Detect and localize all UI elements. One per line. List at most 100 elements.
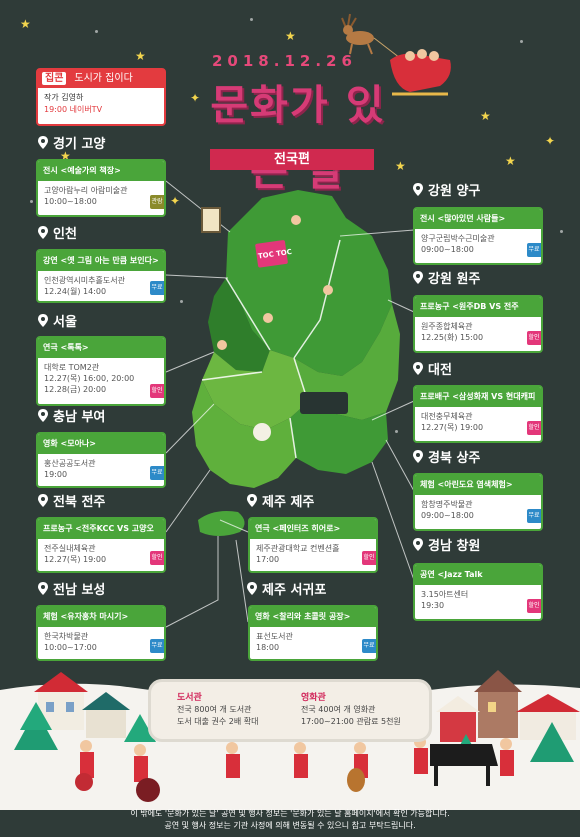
event-detail-line: 12.24(월) 14:00	[44, 287, 107, 296]
event-card[interactable]: 체험 <유자홍차 마시기> 한국차박물관 10:00~17:00 무료	[36, 605, 166, 661]
event-detail-line: 12.27(목) 19:00	[421, 423, 484, 432]
event-detail-line: 10:00~18:00	[44, 197, 97, 206]
event-detail-line: 09:00~18:00	[421, 245, 474, 254]
cinema-title: 영화관	[301, 693, 326, 703]
event-details: 홍산공공도서관 19:00 무료	[38, 454, 164, 486]
event-details: 한국차박물관 10:00~17:00 무료	[38, 627, 164, 659]
event-details: 인천광역시미추홀도서관 12.24(월) 14:00 무료	[38, 271, 164, 301]
region-label: 강원 양구	[413, 183, 480, 200]
event-title: 공연 <Jazz Talk Christmas>	[415, 565, 541, 594]
promo-author: 작가 김영하	[44, 93, 84, 102]
region-name: 강원 양구	[428, 184, 481, 199]
promo-logo: 집콘	[42, 72, 67, 85]
event-details: 제주관광대학교 컨벤션홀 17:00 할인	[250, 539, 376, 571]
snow-dot	[95, 30, 98, 33]
region-label: 강원 원주	[413, 271, 480, 288]
info-box: 도서관 전국 800여 개 도서관 도서 대출 권수 2배 확대 영화관 전국 …	[148, 679, 432, 742]
event-details: 고양아람누리 아람미술관 10:00~18:00 관람가	[38, 181, 164, 215]
price-tag: 무료	[150, 639, 164, 653]
location-pin-icon	[413, 538, 423, 551]
event-date: 2018.12.26	[212, 52, 357, 70]
star-icon: ★	[135, 49, 146, 63]
event-card[interactable]: 연극 <톡톡> 대학로 TOM2관 12.27(목) 16:00, 20:00 12.…	[36, 336, 166, 406]
promo-body: 작가 김영하 19:00 네이버TV	[38, 88, 164, 120]
event-detail-line: 19:30	[421, 601, 445, 610]
star-icon: ★	[285, 29, 296, 43]
event-details: 전주실내체육관 12.27(목) 19:00 할인	[38, 539, 164, 571]
library-line: 도서 대출 권수 2배 확대	[177, 717, 259, 726]
cinema-info: 영화관 전국 400여 개 영화관 17:00~21:00 관람료 5천원	[301, 692, 401, 728]
region-name: 전북 전주	[53, 495, 106, 510]
event-detail-line: 12.27(목) 19:00	[44, 555, 107, 564]
event-detail-line: 원주종합체육관	[421, 322, 473, 331]
event-card[interactable]: 전시 <많아있던 사람들> 양구군립박수근미술관 09:00~18:00 무료	[413, 207, 543, 265]
price-tag: 무료	[150, 281, 164, 295]
event-detail-line: 대전충무체육관	[421, 412, 473, 421]
snow-dot	[560, 230, 563, 233]
price-tag: 무료	[150, 466, 164, 480]
location-pin-icon	[413, 271, 423, 284]
event-card[interactable]: 프로농구 <원주DB VS 전주KCC> 원주종합체육관 12.25(화) 15:0…	[413, 295, 543, 353]
region-label: 충남 부여	[38, 409, 105, 426]
star-icon: ★	[395, 159, 406, 173]
connector-lines	[165, 180, 415, 628]
event-detail-line: 12.25(화) 15:00	[421, 333, 484, 342]
event-details: 대전충무체육관 12.27(목) 19:00 할인	[415, 407, 541, 441]
event-card[interactable]: 영화 <찰리와 초콜릿 공장> 표선도서관 18:00 무료	[248, 605, 378, 661]
price-tag: 무료	[362, 639, 376, 653]
location-pin-icon	[38, 409, 48, 422]
christmas-tree-icon	[124, 714, 156, 742]
event-card[interactable]: 전시 <예술가의 책장> 고양아람누리 아람미술관 10:00~18:00 관람가	[36, 159, 166, 217]
snow-dot	[520, 40, 523, 43]
event-card[interactable]: 공연 <Jazz Talk Christmas> 3.15아트센터 19:30 할인	[413, 563, 543, 621]
region-label: 경남 창원	[413, 538, 480, 555]
event-detail-line: 고양아람누리 아람미술관	[44, 186, 128, 195]
event-detail-line: 19:00	[44, 470, 68, 479]
footer-line: 이 밖에도 '문화가 있는 날' 공연 및 행사 정보는 '문화가 있는 날 홈…	[130, 809, 450, 818]
event-detail-line: 대학로 TOM2관	[44, 363, 100, 372]
location-pin-icon	[247, 582, 257, 595]
event-card[interactable]: 연극 <페인터즈 히어로> 제주관광대학교 컨벤션홀 17:00 할인	[248, 517, 378, 573]
region-name: 대전	[428, 363, 452, 378]
snow-dot	[250, 18, 253, 21]
promo-card[interactable]: 집콘 도시가 집이다 작가 김영하 19:00 네이버TV	[36, 68, 166, 126]
price-tag: 할인	[527, 599, 541, 613]
event-card[interactable]: 체험 <아린도요 염색체험> 함창명주박물관 09:00~18:00 무료	[413, 473, 543, 531]
event-card[interactable]: 강연 <옛 그림 아는 만큼 보인다> 인천광역시미추홀도서관 12.24(월) 1…	[36, 249, 166, 303]
event-title: 체험 <아린도요 염색체험>	[415, 475, 541, 495]
event-title: 프로농구 <전주KCC VS 고양오리온>	[38, 519, 164, 548]
event-detail-line: 표선도서관	[256, 632, 293, 641]
region-label: 서울	[38, 314, 77, 331]
star-icon: ★	[480, 109, 491, 123]
region-name: 경북 상주	[428, 451, 481, 466]
region-label: 인천	[38, 226, 77, 243]
star-icon: ★	[20, 17, 31, 31]
location-pin-icon	[413, 450, 423, 463]
christmas-tree-icon	[530, 722, 574, 762]
event-title: 영화 <찰리와 초콜릿 공장>	[250, 607, 376, 627]
event-detail-line: 17:00	[256, 555, 280, 564]
library-title: 도서관	[177, 693, 202, 703]
event-card[interactable]: 영화 <모아나> 홍산공공도서관 19:00 무료	[36, 432, 166, 488]
event-title: 전시 <예술가의 책장>	[38, 161, 164, 181]
house-icon	[474, 670, 522, 738]
event-title: 연극 <페인터즈 히어로>	[250, 519, 376, 539]
location-pin-icon	[38, 314, 48, 327]
event-card[interactable]: 프로농구 <전주KCC VS 고양오리온> 전주실내체육관 12.27(목) 19:…	[36, 517, 166, 573]
person-figure	[291, 215, 301, 225]
price-tag: 무료	[527, 243, 541, 257]
region-name: 강원 원주	[428, 272, 481, 287]
event-detail-line: 18:00	[256, 643, 280, 652]
star-icon: ★	[60, 149, 71, 163]
region-label: 전남 보성	[38, 582, 105, 599]
event-details: 3.15아트센터 19:30 할인	[415, 585, 541, 619]
event-detail-line: 09:00~18:00	[421, 511, 474, 520]
event-detail-line: 10:00~17:00	[44, 643, 97, 652]
event-card[interactable]: 프로배구 <삼성화재 VS 현대캐피탈> 대전충무체육관 12.27(목) 19:0…	[413, 385, 543, 443]
event-detail-line: 양구군립박수근미술관	[421, 234, 495, 243]
house-icon	[436, 696, 480, 742]
region-name: 경남 창원	[428, 539, 481, 554]
event-detail-line: 홍산공공도서관	[44, 459, 96, 468]
region-name: 서울	[53, 315, 77, 330]
